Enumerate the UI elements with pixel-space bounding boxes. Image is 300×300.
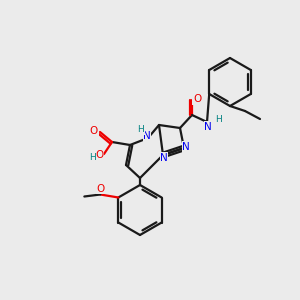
Text: O: O — [96, 184, 104, 194]
Text: N: N — [182, 142, 190, 152]
Text: N: N — [160, 153, 168, 163]
Text: H: H — [88, 152, 95, 161]
Text: O: O — [95, 150, 103, 160]
Text: N: N — [143, 131, 151, 141]
Text: H: H — [138, 125, 144, 134]
Text: H: H — [214, 115, 221, 124]
Text: N: N — [204, 122, 212, 132]
Text: O: O — [90, 126, 98, 136]
Text: O: O — [193, 94, 201, 104]
